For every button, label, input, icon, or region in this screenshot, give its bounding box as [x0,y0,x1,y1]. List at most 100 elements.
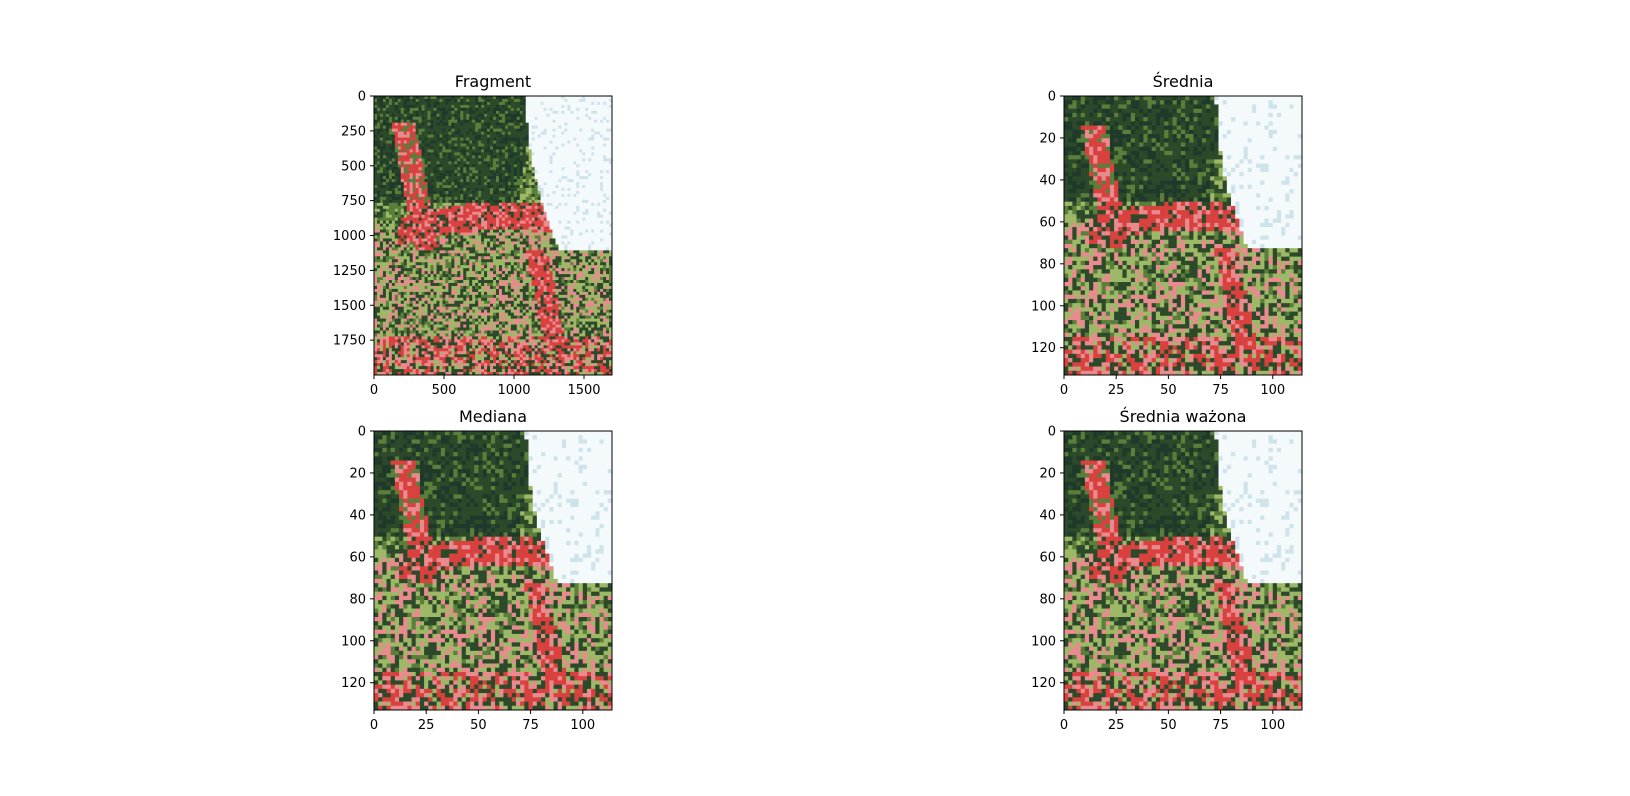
image-pixel [549,98,553,103]
image-pixel [540,182,544,186]
image-pixel [603,220,607,224]
image-pixel [469,223,473,227]
image-pixel [454,217,458,222]
image-pixel [475,217,479,222]
image-pixel [421,211,425,216]
image-pixel [448,173,452,177]
image-pixel [448,202,452,207]
image-pixel [493,131,497,135]
image-pixel [600,146,604,150]
image-pixel [457,98,461,103]
image-pixel [397,152,402,156]
image-pixel [513,232,518,236]
image-pixel [403,96,408,100]
image-pixel [531,146,535,150]
image-pixel [451,101,455,106]
image-pixel [588,122,592,127]
image-pixel [597,217,601,222]
image-pixel [424,173,428,177]
image-pixel [475,232,479,236]
image-pixel [552,182,556,186]
image-pixel [406,268,411,272]
image-pixel [504,164,509,168]
image-pixel [374,134,378,138]
image-pixel [463,137,467,141]
image-pixel [531,244,535,248]
image-pixel [540,217,544,222]
image-pixel [549,211,553,216]
image-pixel [442,161,446,165]
image-pixel [388,167,393,171]
image-pixel [412,277,417,281]
image-pixel [436,214,440,219]
image-pixel [501,107,506,112]
image-pixel [460,220,464,224]
image-pixel [546,271,550,275]
image-pixel [424,211,428,216]
image-pixel [543,164,547,168]
image-pixel [394,220,399,224]
image-pixel [528,110,533,115]
image-pixel [555,182,559,186]
image-pixel [433,170,437,174]
image-pixel [478,247,482,251]
image-pixel [534,125,538,129]
image-pixel [481,256,485,260]
image-pixel [510,274,515,278]
image-pixel [501,173,506,177]
image-pixel [579,143,583,147]
image-pixel [513,170,518,174]
image-pixel [454,208,458,213]
image-pixel [558,119,562,124]
image-pixel [525,223,530,227]
image-pixel [376,125,381,129]
image-pixel [385,196,390,201]
image-pixel [472,110,476,115]
image-pixel [376,199,381,204]
image-pixel [513,190,518,195]
image-pixel [561,188,565,192]
image-pixel [603,226,607,230]
image-pixel [460,217,464,222]
image-pixel [600,235,604,239]
image-pixel [460,182,464,186]
image-pixel [412,182,417,186]
image-pixel [582,226,586,230]
image-pixel [463,152,467,156]
image-pixel [457,161,461,165]
image-pixel [522,101,527,106]
image-pixel [406,116,411,121]
image-pixel [591,217,595,222]
image-pixel [445,208,449,213]
image-pixel [472,152,476,156]
image-pixel [507,214,512,219]
image-pixel [463,217,467,222]
image-pixel [543,182,547,186]
image-pixel [412,235,417,239]
image-pixel [513,119,518,124]
image-pixel [469,176,473,180]
image-pixel [406,119,411,124]
image-pixel [558,96,562,100]
image-pixel [504,244,509,248]
image-pixel [498,98,503,103]
image-pixel [564,131,568,135]
image-pixel [588,196,592,201]
image-pixel [570,253,574,257]
image-pixel [576,176,580,180]
image-pixel [528,205,533,210]
image-pixel [606,271,610,275]
image-pixel [498,229,503,233]
image-pixel [463,149,467,153]
image-pixel [606,262,610,266]
image-pixel [543,241,547,245]
image-pixel [415,274,419,278]
image-pixel [382,262,387,266]
image-pixel [490,259,494,263]
image-pixel [388,188,393,192]
image-pixel [552,110,556,115]
image-pixel [448,146,452,150]
image-pixel [391,256,396,260]
image-pixel [385,158,390,162]
image-pixel [531,98,535,103]
